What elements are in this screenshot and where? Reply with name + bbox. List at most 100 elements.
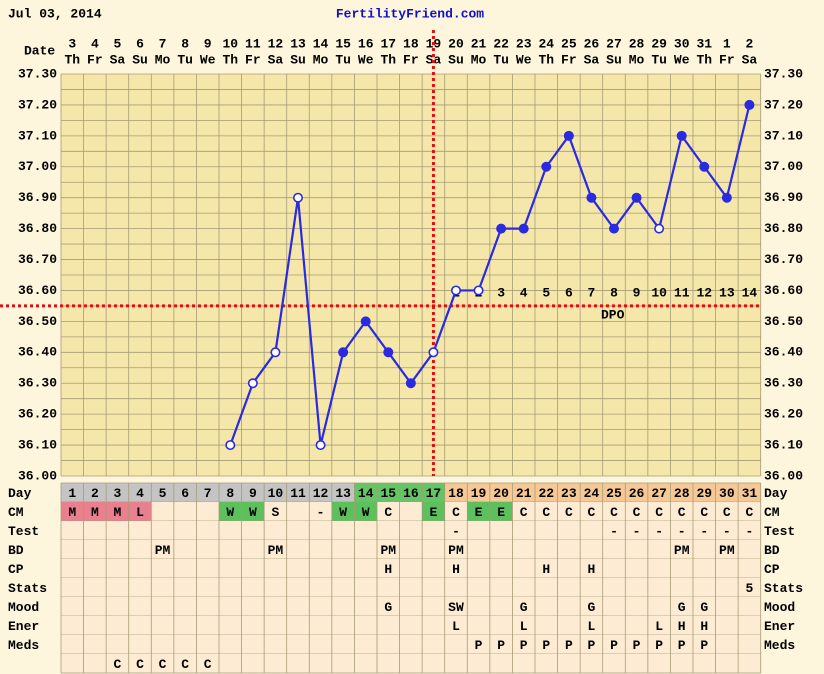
date-label: 10 [222, 36, 238, 51]
weekday-label: Th [538, 52, 554, 67]
row-label: Meds [8, 638, 39, 653]
weekday-label: Mo [155, 52, 171, 67]
cell-text: 29 [696, 486, 712, 501]
temperature-point [654, 223, 665, 234]
cell-text: C [520, 505, 528, 520]
cell-fill [467, 502, 490, 521]
y-tick-label: 36.20 [18, 407, 57, 422]
temperature-point [496, 223, 507, 234]
chart-date: Jul 03, 2014 [8, 6, 102, 21]
date-label: 11 [245, 36, 261, 51]
y2-tick-label: 36.00 [764, 468, 803, 483]
y-tick-label: 36.80 [18, 221, 57, 236]
cell-fill [61, 502, 84, 521]
cell-text: L [136, 505, 144, 520]
cell-fill [399, 483, 423, 502]
weekday-label: Th [222, 52, 238, 67]
temperature-point [450, 285, 461, 296]
date-label: 26 [584, 36, 600, 51]
temperature-point [473, 285, 484, 296]
temperature-point [518, 223, 529, 234]
cell-text: H [588, 562, 596, 577]
cell-text: 14 [358, 486, 374, 501]
cell-text: PM [719, 543, 735, 558]
dpo-label: 10 [651, 285, 667, 300]
dpo-label: 14 [742, 285, 758, 300]
y-tick-label: 37.20 [18, 97, 57, 112]
cell-text: C [114, 657, 122, 672]
row-background [61, 635, 761, 654]
y-tick-label: 36.00 [18, 468, 57, 483]
y2-tick-label: 36.60 [764, 283, 803, 298]
cell-fill [625, 483, 648, 502]
weekday-label: Sa [742, 52, 758, 67]
cell-text: P [633, 638, 641, 653]
date-label: 22 [493, 36, 509, 51]
cell-text: 3 [114, 486, 122, 501]
cell-text: C [384, 505, 392, 520]
date-label: 4 [91, 36, 99, 51]
temperature-point [315, 440, 326, 451]
temperature-point [225, 440, 236, 451]
row-background [61, 521, 761, 540]
cell-text: C [655, 505, 663, 520]
cell-text: 27 [651, 486, 667, 501]
weekday-label: Sa [426, 52, 442, 67]
weekday-label: Tu [335, 52, 351, 67]
weekday-label: Su [290, 52, 306, 67]
cell-text: 11 [290, 486, 306, 501]
cell-text: 8 [226, 486, 234, 501]
cell-text: L [452, 619, 460, 634]
cell-text: C [452, 505, 460, 520]
cell-text: M [68, 505, 76, 520]
y2-tick-label: 37.20 [764, 97, 803, 112]
cell-fill [580, 483, 603, 502]
cell-fill [196, 483, 219, 502]
row-background [61, 559, 761, 578]
cell-text: E [475, 505, 483, 520]
cell-text: PM [448, 543, 464, 558]
date-label: 9 [204, 36, 212, 51]
date-label: 31 [696, 36, 712, 51]
temperature-point [405, 378, 416, 389]
dpo-label: 11 [674, 285, 690, 300]
weekday-label: Sa [110, 52, 126, 67]
cell-text: SW [448, 600, 464, 615]
date-label: 24 [538, 36, 554, 51]
cell-fill [286, 483, 310, 502]
temperature-point [270, 347, 281, 358]
cell-text: 18 [448, 486, 464, 501]
cell-fill [83, 483, 107, 502]
row-label: BD [8, 543, 24, 558]
row-label-right: Ener [764, 619, 795, 634]
cell-text: PM [674, 543, 690, 558]
cell-text: C [746, 505, 754, 520]
cell-text: 21 [516, 486, 532, 501]
cell-text: P [497, 638, 505, 653]
y2-tick-label: 37.10 [764, 128, 803, 143]
y2-tick-label: 36.50 [764, 314, 803, 329]
weekday-label: We [516, 52, 532, 67]
date-label: 13 [290, 36, 306, 51]
cell-fill [376, 483, 400, 502]
cell-fill [647, 483, 671, 502]
cell-fill [512, 483, 535, 502]
y-tick-label: 37.00 [18, 159, 57, 174]
y-tick-label: 36.30 [18, 376, 57, 391]
cell-fill [106, 502, 129, 521]
weekday-label: We [200, 52, 216, 67]
cell-text: 6 [181, 486, 189, 501]
cell-text: 15 [380, 486, 396, 501]
temperature-point [608, 223, 619, 234]
cell-text: H [678, 619, 686, 634]
y2-tick-label: 37.30 [764, 66, 803, 81]
weekday-label: Su [132, 52, 148, 67]
cell-text: 7 [204, 486, 212, 501]
date-label: 7 [159, 36, 167, 51]
cell-text: 5 [746, 581, 754, 596]
cell-text: P [475, 638, 483, 653]
weekday-label: Th [380, 52, 396, 67]
row-label: CP [8, 562, 24, 577]
weekday-label: We [358, 52, 374, 67]
cell-fill [241, 502, 265, 521]
